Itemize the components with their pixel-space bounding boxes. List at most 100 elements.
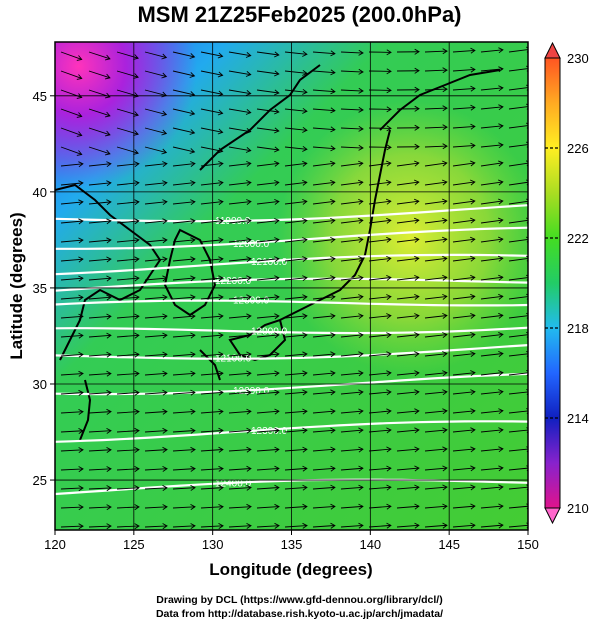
- wind-arrow: [256, 237, 280, 243]
- wind-arrow: [228, 427, 252, 434]
- wind-arrow: [368, 313, 392, 320]
- wind-arrow: [284, 427, 308, 434]
- colorbar-tick-label: 222: [567, 231, 589, 246]
- wind-arrow: [312, 503, 336, 510]
- wind-arrow: [396, 198, 420, 205]
- wind-arrow: [60, 275, 84, 282]
- wind-arrow: [312, 522, 336, 529]
- wind-arrow: [228, 237, 252, 244]
- wind-arrow: [88, 89, 111, 99]
- wind-arrow: [424, 389, 448, 396]
- y-tick-label: 35: [33, 281, 47, 296]
- wind-arrow: [452, 85, 476, 92]
- wind-arrow: [312, 294, 336, 301]
- wind-arrow: [60, 180, 84, 187]
- wind-arrow: [88, 332, 112, 339]
- wind-arrow: [60, 218, 84, 225]
- wind-arrow: [452, 503, 476, 510]
- credit-data: Data from http://database.rish.kyoto-u.a…: [155, 608, 444, 620]
- wind-arrow: [144, 408, 168, 415]
- wind-arrow: [284, 256, 308, 262]
- wind-arrow: [340, 522, 364, 529]
- wind-arrow: [256, 108, 280, 115]
- wind-arrow: [424, 484, 448, 491]
- wind-arrow: [144, 389, 168, 396]
- wind-arrow: [144, 256, 168, 263]
- wind-arrow: [368, 389, 392, 396]
- wind-arrow: [88, 370, 112, 377]
- x-tick-label: 125: [123, 537, 145, 552]
- wind-arrow: [452, 446, 476, 453]
- wind-arrow: [452, 179, 476, 186]
- wind-arrow: [284, 69, 308, 76]
- wind-arrow: [396, 160, 420, 167]
- wind-arrow: [312, 217, 336, 224]
- wind-arrow: [228, 522, 252, 529]
- wind-arrow: [312, 332, 336, 339]
- wind-arrow: [88, 351, 112, 358]
- wind-arrow: [172, 351, 196, 358]
- wind-arrow: [200, 70, 224, 78]
- contour-label: 12000.0: [251, 327, 288, 338]
- wind-arrow: [116, 427, 140, 434]
- y-tick-label: 25: [33, 473, 47, 488]
- wind-arrow: [424, 446, 448, 453]
- wind-arrow: [480, 503, 504, 510]
- wind-arrow: [256, 51, 280, 58]
- contour-label: 12400.0: [215, 479, 252, 490]
- wind-arrow: [480, 142, 504, 149]
- wind-arrow: [284, 217, 308, 224]
- wind-arrow: [424, 465, 448, 472]
- wind-arrow: [88, 313, 112, 320]
- wind-arrow: [256, 522, 280, 529]
- wind-arrow: [312, 313, 336, 320]
- colorbar-tick-label: 226: [567, 141, 589, 156]
- wind-arrow: [228, 389, 252, 396]
- wind-arrow: [172, 256, 196, 263]
- wind-arrow: [312, 88, 336, 95]
- wind-arrow: [144, 313, 168, 320]
- wind-arrow: [340, 484, 364, 491]
- wind-arrow: [116, 256, 140, 263]
- wind-arrow: [200, 294, 224, 301]
- wind-arrow: [284, 88, 308, 95]
- wind-arrow: [256, 503, 280, 510]
- wind-arrow: [228, 199, 252, 205]
- wind-arrow: [312, 389, 336, 396]
- wind-arrow: [88, 427, 112, 434]
- wind-arrow: [144, 351, 168, 358]
- wind-arrow: [200, 446, 224, 453]
- wind-arrow: [396, 67, 420, 74]
- wind-arrow: [368, 49, 392, 56]
- wind-arrow: [228, 446, 252, 453]
- wind-arrow: [368, 408, 392, 415]
- wind-arrow: [424, 179, 448, 186]
- wind-arrow: [228, 351, 252, 358]
- wind-arrow: [424, 503, 448, 510]
- y-axis-title: Latitude (degrees): [7, 212, 26, 359]
- wind-arrow: [88, 161, 112, 168]
- wind-arrow: [340, 255, 364, 262]
- wind-arrow: [452, 160, 476, 167]
- wind-arrow: [340, 408, 364, 415]
- wind-arrow: [312, 256, 336, 262]
- wind-arrow: [200, 389, 224, 396]
- wind-arrow: [60, 466, 84, 473]
- wind-arrow: [452, 236, 476, 243]
- wind-arrow: [144, 180, 168, 187]
- wind-arrow: [88, 51, 111, 61]
- wind-arrow: [116, 408, 140, 415]
- wind-arrow: [228, 275, 252, 282]
- wind-arrow: [452, 370, 476, 377]
- wind-arrow: [424, 408, 448, 415]
- x-tick-label: 140: [359, 537, 381, 552]
- wind-arrow: [60, 504, 84, 511]
- wind-arrow: [172, 51, 196, 59]
- colorbar-max-arrow: [544, 41, 561, 59]
- wind-arrow: [116, 370, 140, 377]
- wind-arrow: [88, 294, 112, 301]
- wind-arrow: [340, 332, 364, 339]
- wind-arrow: [480, 236, 504, 243]
- wind-arrow: [200, 160, 224, 167]
- wind-arrow: [396, 446, 420, 453]
